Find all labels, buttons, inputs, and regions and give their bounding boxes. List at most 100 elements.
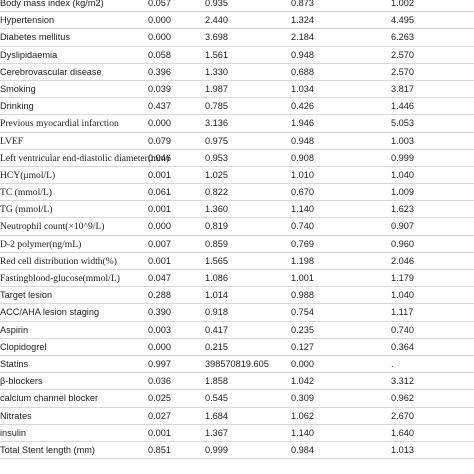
row-label: Diabetes mellitus (0, 32, 70, 43)
p-value-cell: 0.039 (148, 83, 171, 94)
ci-lower-cell: 0.984 (291, 444, 314, 455)
table-row: β-blockers 0.036 1.858 1.042 3.312 (0, 373, 474, 391)
odds-ratio-cell: 1.086 (205, 273, 228, 283)
row-label: TC (mmol/L) (0, 187, 52, 199)
ci-upper-cell: 3.312 (391, 376, 414, 387)
ci-upper-cell: 1.013 (391, 444, 414, 455)
p-value-cell: 0.058 (148, 49, 171, 60)
row-label: Previous myocardial infarction (0, 118, 119, 130)
odds-ratio-cell: 1.025 (205, 169, 228, 180)
table-row: Red cell distribution width(%) 0.001 1.565… (0, 253, 474, 270)
ci-upper-cell: 6.263 (391, 32, 414, 43)
p-value-cell: 0.396 (148, 66, 171, 77)
ci-lower-cell: 0.948 (291, 135, 314, 146)
ci-lower-cell: 0.740 (291, 221, 314, 232)
odds-ratio-cell: 3.136 (205, 118, 228, 129)
ci-upper-cell: 0.962 (391, 393, 414, 404)
ci-lower-cell: 1.324 (291, 15, 314, 26)
ci-upper-cell: 5.053 (391, 118, 414, 129)
ci-lower-cell: 0.988 (291, 290, 314, 301)
ci-lower-cell: 0.426 (291, 101, 314, 112)
p-value-cell: 0.047 (148, 273, 171, 283)
ci-upper-cell: 0.999 (391, 152, 414, 163)
table-row: Fastingblood-glucose(mmol/L) 0.047 1.086 1.… (0, 270, 474, 288)
ci-upper-cell: 1.179 (391, 273, 414, 283)
ci-lower-cell: 0.309 (291, 393, 314, 404)
row-label: Red cell distribution width(%) (0, 255, 117, 267)
ci-lower-cell: 0.769 (291, 238, 314, 249)
row-label: Dyslipidaemia (0, 49, 58, 60)
table-row: Cerebrovascular disease 0.396 1.330 0.688 2.… (0, 64, 474, 81)
row-label: Hypertension (0, 15, 55, 26)
odds-ratio-cell: 398570819.605 (205, 358, 269, 369)
table-row: Neutrophil count(×10^9/L) 0.000 0.819 0.740… (0, 218, 474, 236)
ci-upper-cell: 1.117 (391, 307, 414, 318)
table-row: Smoking 0.039 1.987 1.034 3.817 (0, 81, 474, 99)
table-row: Total Stent length (mm) 0.851 0.999 0.984 1.… (0, 442, 474, 460)
odds-ratio-cell: 1.858 (205, 376, 228, 387)
odds-ratio-cell: 1.367 (205, 427, 228, 438)
p-value-cell: 0.000 (148, 32, 171, 43)
ci-upper-cell: . (391, 358, 394, 369)
p-value-cell: 0.997 (148, 358, 171, 369)
ci-lower-cell: 1.042 (291, 376, 314, 387)
ci-lower-cell: 0.948 (291, 49, 314, 60)
odds-ratio-cell: 1.330 (205, 66, 228, 77)
row-label: LVEF (0, 135, 24, 147)
ci-upper-cell: 1.640 (391, 427, 414, 438)
p-value-cell: 0.390 (148, 307, 171, 318)
table-row: insulin 0.001 1.367 1.140 1.640 (0, 425, 474, 442)
p-value-cell: 0.001 (148, 169, 171, 180)
ci-upper-cell: 1.002 (391, 0, 414, 8)
row-label: Drinking (0, 101, 34, 112)
table-row: Nitrates 0.027 1.684 1.062 2.670 (0, 408, 474, 425)
ci-upper-cell: 3.817 (391, 83, 414, 94)
odds-ratio-cell: 1.565 (205, 255, 228, 266)
table-row: LVEF 0.079 0.975 0.948 1.003 (0, 133, 474, 150)
ci-lower-cell: 1.010 (291, 169, 314, 180)
p-value-cell: 0.437 (148, 101, 171, 112)
ci-upper-cell: 1.009 (391, 187, 414, 198)
ci-lower-cell: 0.873 (291, 0, 314, 8)
row-label: Body mass index (kg/m2) (0, 0, 104, 8)
row-label: Smoking (0, 83, 36, 94)
p-value-cell: 0.061 (148, 187, 171, 198)
ci-upper-cell: 4.495 (391, 15, 414, 26)
p-value-cell: 0.046 (148, 152, 171, 163)
ci-upper-cell: 1.446 (391, 101, 414, 112)
row-label: Cerebrovascular disease (0, 66, 102, 77)
p-value-cell: 0.027 (148, 410, 171, 421)
ci-lower-cell: 1.198 (291, 255, 314, 266)
ci-lower-cell: 0.127 (291, 341, 314, 352)
table-row: Hypertension 0.000 2.440 1.324 4.495 (0, 12, 474, 30)
odds-ratio-cell: 0.215 (205, 341, 228, 352)
odds-ratio-cell: 0.999 (205, 444, 228, 455)
ci-lower-cell: 0.688 (291, 66, 314, 77)
row-label: calcium channel blocker (0, 393, 99, 404)
table-row: Dyslipidaemia 0.058 1.561 0.948 2.570 (0, 47, 474, 64)
table-row: Body mass index (kg/m2) 0.057 0.935 0.873 1.… (0, 0, 474, 13)
row-label: insulin (0, 427, 27, 438)
row-label: TG (mmol/L) (0, 204, 53, 216)
p-value-cell: 0.288 (148, 290, 171, 301)
row-label: Statins (0, 358, 29, 369)
row-label: ACC/AHA lesion staging (0, 307, 100, 318)
p-value-cell: 0.001 (148, 427, 171, 438)
odds-ratio-cell: 0.975 (205, 135, 228, 146)
odds-ratio-cell: 0.935 (205, 0, 228, 8)
odds-ratio-cell: 0.859 (205, 238, 228, 249)
p-value-cell: 0.057 (148, 0, 171, 8)
row-label: Nitrates (0, 410, 32, 421)
ci-upper-cell: 0.740 (391, 324, 414, 335)
odds-ratio-cell: 3.698 (205, 32, 228, 43)
row-label: Neutrophil count(×10^9/L) (0, 221, 105, 233)
p-value-cell: 0.007 (148, 238, 171, 249)
table-row: Left ventricular end-diastolic diameter(… (0, 150, 474, 167)
table-row: HCY(μmol/L) 0.001 1.025 1.010 1.040 (0, 167, 474, 185)
ci-lower-cell: 1.140 (291, 427, 314, 438)
table-row: ACC/AHA lesion staging 0.390 0.918 0.754 1.1… (0, 304, 474, 322)
p-value-cell: 0.000 (148, 221, 171, 232)
row-label: HCY(μmol/L) (0, 169, 56, 181)
ci-lower-cell: 0.000 (291, 358, 314, 369)
row-label: Left ventricular end-diastolic diameter(… (0, 152, 170, 164)
